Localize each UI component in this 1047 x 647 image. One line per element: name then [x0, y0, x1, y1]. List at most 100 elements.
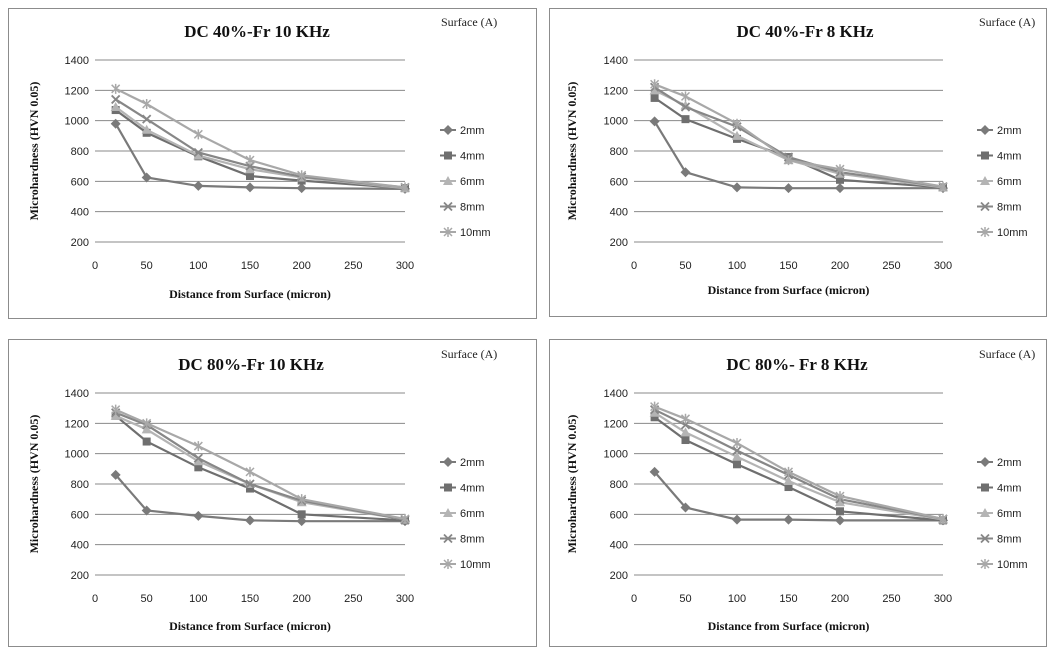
data-point-2mm-150 [245, 182, 255, 193]
data-point-2mm-20 [110, 469, 121, 480]
series-line-2mm [653, 471, 943, 522]
y-axis-label: Microhardness (HVN 0.05) [27, 415, 41, 554]
data-point-2mm-20 [110, 118, 121, 129]
data-point-2mm-100 [732, 182, 742, 193]
data-point-8mm-50 [680, 102, 691, 112]
data-point-4mm-50 [681, 436, 690, 445]
x-tick-label-100: 100 [189, 260, 207, 272]
x-tick-label-200: 200 [292, 593, 310, 605]
series-line-2mm [114, 123, 406, 190]
legend-marker-10mm [980, 559, 990, 569]
data-point-2mm-50 [680, 167, 691, 178]
y-tick-label-200: 200 [610, 570, 628, 582]
chart-title: DC 40%-Fr 8 KHz [736, 22, 874, 41]
x-axis-label: Distance from Surface (micron) [169, 287, 331, 301]
x-tick-label-300: 300 [934, 593, 952, 605]
data-point-2mm-200 [835, 515, 845, 526]
x-tick-label-0: 0 [631, 593, 637, 605]
legend-marker-6mm [980, 508, 990, 517]
legend-label-2mm: 2mm [997, 125, 1021, 137]
data-point-6mm-100 [732, 451, 742, 461]
x-tick-label-200: 200 [292, 260, 310, 272]
x-tick-label-50: 50 [141, 260, 153, 272]
data-point-6mm-50 [680, 427, 691, 437]
x-axis-label: Distance from Surface (micron) [708, 283, 870, 297]
data-point-8mm-20 [111, 94, 121, 105]
data-point-2mm-200 [296, 516, 307, 527]
series-line-6mm [654, 411, 944, 521]
y-tick-label-400: 400 [610, 540, 628, 552]
x-tick-label-50: 50 [679, 260, 691, 272]
legend-marker-2mm [443, 457, 453, 467]
data-point-10mm-100 [193, 129, 203, 140]
y-tick-label-1400: 1400 [65, 55, 89, 67]
y-tick-label-1400: 1400 [65, 388, 89, 400]
series-line-10mm [115, 408, 406, 520]
surface-note-3: Surface (A) [441, 347, 498, 361]
legend-label-6mm: 6mm [997, 508, 1021, 520]
y-tick-label-1200: 1200 [604, 85, 628, 97]
legend-label-8mm: 8mm [460, 202, 484, 214]
chart-panel-4 [549, 339, 1047, 647]
data-point-6mm-50 [141, 124, 152, 134]
data-point-2mm-100 [732, 514, 742, 525]
legend-label-10mm: 10mm [997, 559, 1028, 571]
legend-marker-4mm [981, 483, 989, 492]
data-point-10mm-20 [111, 404, 121, 415]
legend-label-6mm: 6mm [460, 508, 484, 520]
data-point-10mm-100 [193, 441, 203, 452]
series-line-6mm [654, 89, 944, 189]
y-tick-label-600: 600 [610, 509, 628, 521]
data-point-6mm-100 [193, 150, 204, 160]
legend-label-10mm: 10mm [460, 559, 491, 571]
legend-marker-10mm [980, 227, 990, 237]
series-line-2mm [114, 474, 405, 523]
y-tick-label-1400: 1400 [604, 55, 628, 67]
chart-3: 200 400 600 800 1000 1200 1400 0 50 100 150 200 250 3… [27, 355, 491, 633]
x-tick-label-0: 0 [631, 260, 637, 272]
legend-label-10mm: 10mm [460, 227, 491, 239]
x-tick-label-150: 150 [241, 260, 259, 272]
legend-label-8mm: 8mm [460, 534, 484, 546]
x-tick-label-300: 300 [934, 260, 952, 272]
data-point-4mm-150 [246, 172, 254, 181]
series-line-8mm [654, 408, 944, 520]
legend-marker-6mm [443, 176, 453, 185]
data-point-2mm-50 [680, 502, 691, 513]
legend-marker-8mm [980, 533, 990, 544]
y-axis-label: Microhardness (HVN 0.05) [565, 415, 579, 554]
data-point-2mm-50 [141, 505, 152, 516]
data-point-10mm-300 [400, 182, 410, 193]
data-point-4mm-150 [246, 484, 254, 493]
x-tick-label-200: 200 [831, 593, 849, 605]
data-point-4mm-50 [142, 437, 151, 446]
data-point-4mm-20 [650, 413, 659, 422]
y-tick-label-1000: 1000 [65, 449, 89, 461]
data-point-4mm-200 [836, 507, 844, 516]
data-point-4mm-50 [681, 115, 690, 124]
data-point-10mm-150 [783, 466, 794, 477]
legend-label-2mm: 2mm [997, 457, 1021, 469]
data-point-6mm-150 [783, 475, 794, 485]
data-point-4mm-200 [297, 510, 306, 519]
y-tick-label-1200: 1200 [65, 418, 89, 430]
x-tick-label-300: 300 [396, 260, 414, 272]
data-point-6mm-100 [193, 456, 204, 466]
series-line-6mm [115, 414, 406, 521]
data-point-8mm-50 [142, 114, 152, 124]
y-tick-label-800: 800 [610, 479, 628, 491]
data-point-6mm-20 [649, 407, 660, 417]
legend-marker-2mm [980, 125, 990, 135]
data-point-2mm-100 [193, 510, 204, 521]
y-tick-label-1000: 1000 [604, 449, 628, 461]
legend-label-4mm: 4mm [997, 151, 1021, 163]
data-point-4mm-100 [733, 460, 741, 469]
data-point-10mm-20 [650, 401, 660, 412]
legend-label-2mm: 2mm [460, 457, 484, 469]
data-point-6mm-200 [835, 497, 845, 507]
data-point-4mm-20 [650, 93, 659, 102]
data-point-10mm-300 [938, 513, 948, 524]
y-tick-label-1400: 1400 [604, 388, 628, 400]
legend-label-10mm: 10mm [997, 227, 1028, 239]
